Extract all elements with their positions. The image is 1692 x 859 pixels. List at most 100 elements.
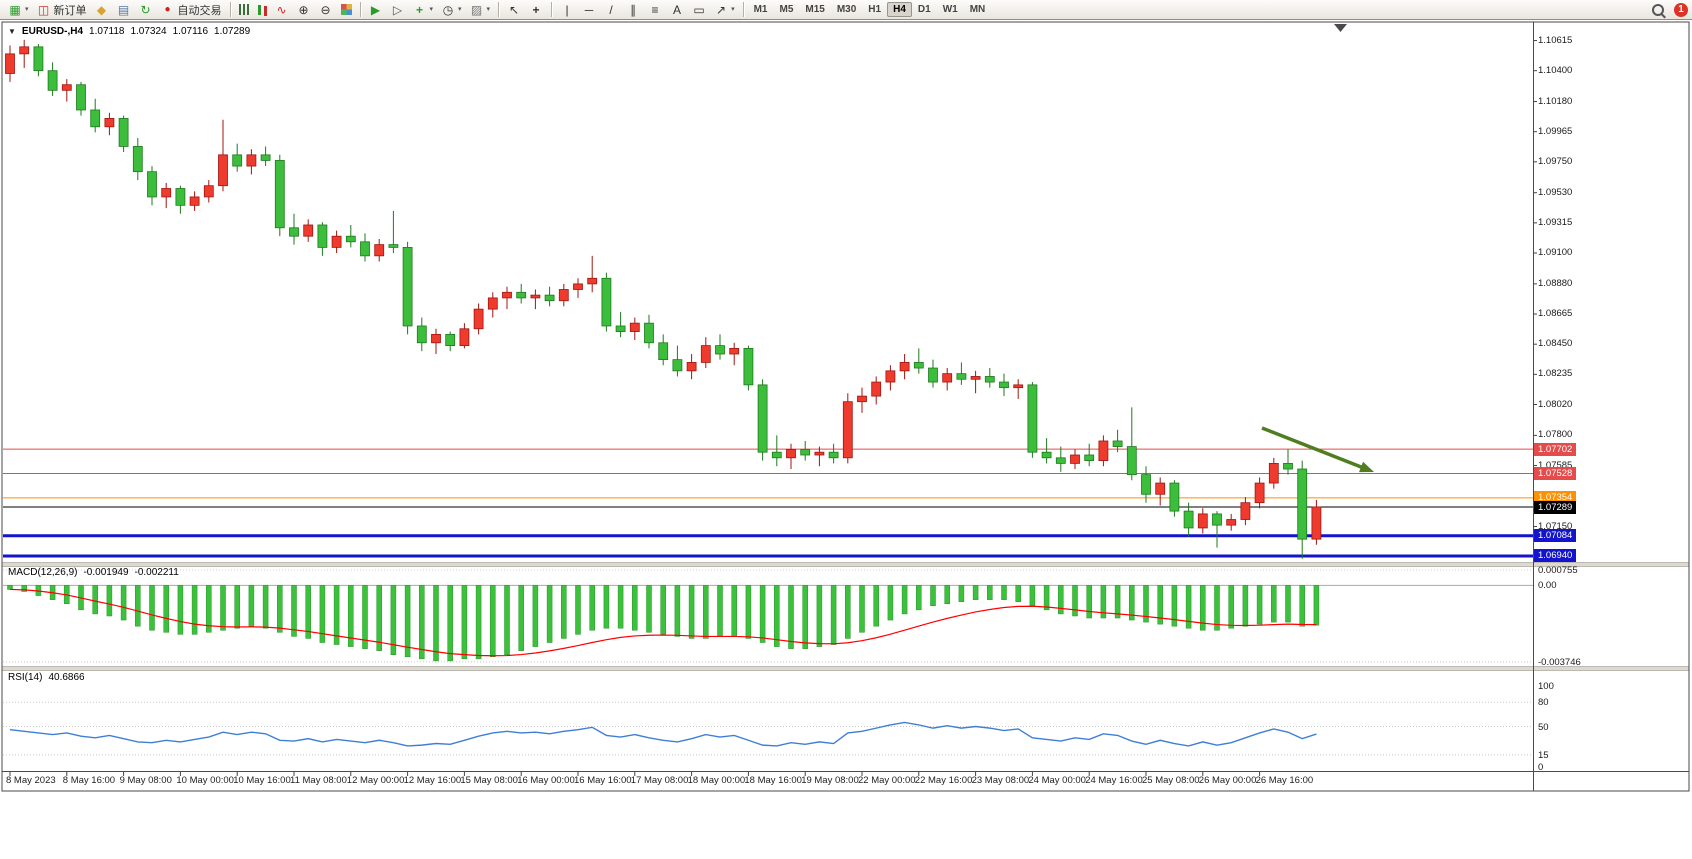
chart-shift-marker[interactable]	[1334, 24, 1347, 32]
macd-histogram-bar	[1100, 585, 1107, 619]
time-axis-label: 8 May 16:00	[62, 775, 116, 786]
candle	[956, 373, 967, 380]
candle	[771, 451, 782, 459]
trend-arrow[interactable]	[1261, 426, 1368, 471]
market-watch-button[interactable]: ◆	[91, 1, 113, 19]
time-axis-label: 24 May 00:00	[1028, 775, 1086, 786]
data-window-button[interactable]: ▤	[113, 1, 135, 19]
time-axis-label: 8 May 2023	[6, 775, 56, 786]
new-chart-button[interactable]: ▦ ▾	[4, 1, 33, 19]
zoom-in-button[interactable]: ⊕	[293, 1, 315, 19]
templates-button[interactable]: ▨ ▾	[466, 1, 495, 19]
macd-histogram-bar	[816, 585, 823, 647]
candle	[445, 333, 456, 346]
zoom-in-icon: ⊕	[298, 2, 309, 17]
auto-trading-button[interactable]: ● 自动交易	[157, 1, 226, 19]
text-tool-button[interactable]: A	[666, 1, 688, 19]
macd-histogram-bar	[646, 585, 652, 633]
price-axis-label: 1.07150	[1538, 520, 1573, 532]
auto-trading-icon: ●	[164, 3, 171, 15]
auto-scroll-icon: ▶	[370, 2, 381, 17]
notifications-badge[interactable]: 1	[1674, 2, 1688, 17]
price-level-badge: 1.07084	[1534, 529, 1577, 543]
text-label-tool-button[interactable]: ▭	[688, 1, 710, 19]
arrows-tool-button[interactable]: ↗ ▾	[710, 1, 739, 19]
toolbar-separator	[498, 2, 500, 17]
fibonacci-tool-button[interactable]: ≡	[644, 1, 666, 19]
macd-histogram-bar	[191, 585, 198, 635]
timeframe-button-m5[interactable]: M5	[779, 4, 794, 15]
chevron-down-icon: ▾	[486, 6, 491, 13]
timeframe-button-m15[interactable]: M15	[805, 4, 825, 15]
search-button[interactable]	[1648, 1, 1668, 19]
macd-name: MACD(12,26,9)	[8, 567, 78, 578]
candle	[104, 117, 115, 128]
bar-chart-mode-button[interactable]	[235, 1, 254, 19]
indicators-icon: +	[416, 2, 424, 17]
timeframe-button-h4[interactable]: H4	[887, 2, 912, 17]
macd-histogram-bar	[234, 585, 240, 629]
macd-histogram-bar	[106, 585, 113, 617]
price-axis-label: 1.07800	[1538, 429, 1573, 441]
candle	[1112, 440, 1123, 447]
panel-separator[interactable]	[1, 562, 1690, 567]
new-order-label: 新订单	[53, 4, 87, 17]
crosshair-tool-button[interactable]: +	[525, 1, 547, 19]
line-chart-mode-button[interactable]: ∿	[271, 1, 293, 19]
time-axis-label: 10 May 16:00	[233, 775, 291, 786]
vertical-line-tool-button[interactable]: |	[556, 1, 578, 19]
cursor-tool-button[interactable]: ↖	[503, 1, 525, 19]
candle	[374, 244, 385, 257]
candle	[118, 117, 129, 147]
macd-histogram-bar	[1157, 585, 1163, 625]
zoom-out-button[interactable]: ⊖	[315, 1, 337, 19]
time-axis-label: 19 May 08:00	[801, 775, 859, 786]
time-axis-label: 9 May 08:00	[119, 775, 172, 786]
price-axis-label: 1.09315	[1538, 216, 1573, 228]
candle	[19, 46, 30, 55]
toolbar-separator	[229, 2, 231, 17]
tile-windows-button[interactable]	[337, 1, 356, 19]
candle	[161, 188, 172, 198]
chart-window[interactable]: ▼ EURUSD-,H4 1.07118 1.07324 1.07116 1.0…	[0, 21, 1692, 859]
rsi-value: 40.6866	[48, 672, 85, 683]
price-axis-label: 1.08235	[1538, 368, 1573, 380]
trendline-tool-button[interactable]: /	[600, 1, 622, 19]
timeframe-button-w1[interactable]: W1	[942, 4, 958, 15]
channel-tool-button[interactable]: ∥	[622, 1, 644, 19]
horizontal-line-tool-button[interactable]: ─	[578, 1, 600, 19]
macd-histogram-bar	[774, 585, 780, 647]
one-click-trading-toggle-icon[interactable]: ▼	[8, 27, 16, 36]
timeframe-button-m1[interactable]: M1	[753, 4, 768, 15]
timeframe-button-m30[interactable]: M30	[836, 4, 857, 15]
candle	[1098, 440, 1109, 462]
template-icon: ▨	[470, 2, 483, 17]
candlestick-mode-button[interactable]	[254, 1, 271, 19]
new-order-button[interactable]: ◫ 新订单	[33, 1, 91, 19]
time-axis-label: 18 May 16:00	[744, 775, 802, 786]
macd-histogram-bar	[206, 585, 212, 633]
candle	[459, 328, 470, 346]
refresh-button[interactable]: ↻	[135, 1, 157, 19]
candle	[970, 376, 981, 380]
macd-histogram-bar	[1185, 585, 1192, 629]
macd-histogram-bar	[972, 585, 979, 600]
panel-separator[interactable]	[1, 666, 1690, 671]
indicators-button[interactable]: + ▾	[409, 1, 438, 19]
chart-shift-button[interactable]: ▷	[387, 1, 409, 19]
timeframe-button-mn[interactable]: MN	[969, 4, 986, 15]
line-chart-icon: ∿	[276, 2, 287, 17]
timeframe-button-h1[interactable]: H1	[868, 4, 882, 15]
periods-button[interactable]: ◷ ▾	[437, 1, 466, 19]
timeframe-button-d1[interactable]: D1	[917, 4, 931, 15]
time-axis-label: 26 May 00:00	[1198, 775, 1257, 786]
market-watch-icon: ◆	[96, 2, 107, 17]
candle	[345, 235, 356, 243]
auto-scroll-button[interactable]: ▶	[365, 1, 387, 19]
candle	[644, 322, 654, 344]
macd-histogram-bar	[1299, 585, 1305, 627]
arrow-tool-icon: ↗	[716, 2, 727, 17]
trendline-icon: /	[609, 2, 613, 17]
ohlc-high: 1.07324	[130, 26, 167, 37]
